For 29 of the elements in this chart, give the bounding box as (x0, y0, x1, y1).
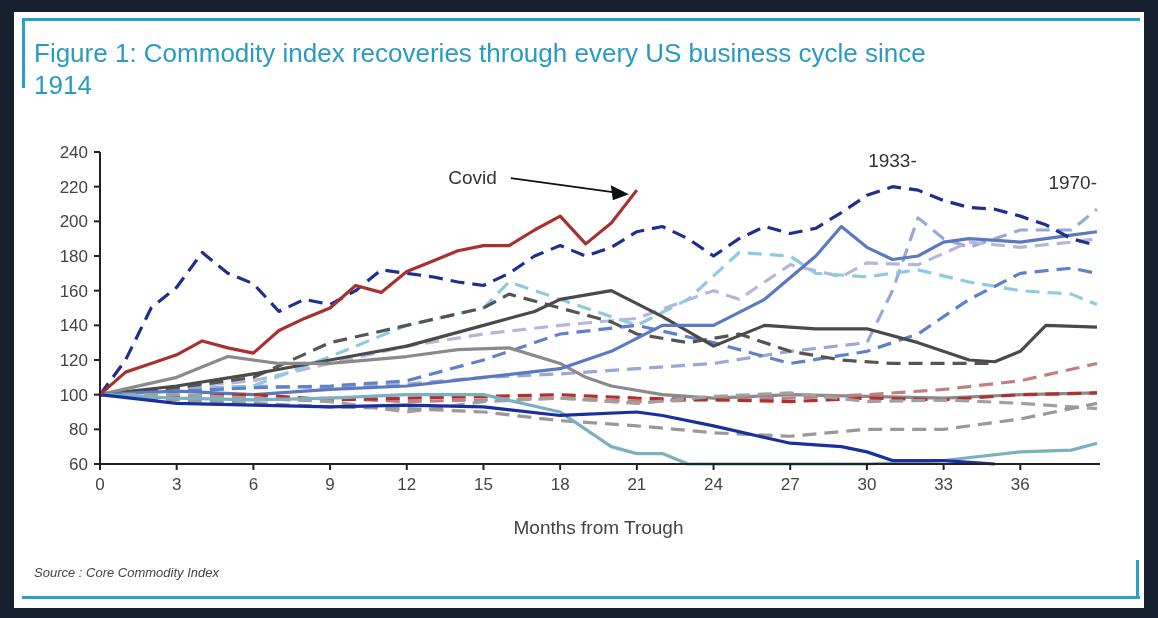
annotation: 1970- (1048, 172, 1097, 194)
y-tick-label: 220 (59, 177, 88, 197)
y-tick-label: 180 (59, 246, 88, 266)
x-tick-label: 21 (627, 475, 647, 494)
x-tick-label: 12 (397, 475, 417, 494)
x-tick-label: 30 (857, 475, 877, 494)
x-tick-label: 27 (780, 475, 800, 494)
x-tick-label: 0 (95, 475, 105, 494)
y-tick-label: 240 (59, 142, 88, 162)
y-tick-label: 60 (69, 454, 88, 474)
y-tick-label: 80 (69, 420, 88, 440)
annotation: 1933- (868, 149, 917, 171)
annotation: Covid (448, 167, 497, 189)
x-tick-label: 6 (248, 475, 259, 494)
x-tick-label: 15 (474, 475, 493, 494)
y-tick-label: 140 (59, 316, 88, 336)
y-tick-label: 200 (59, 212, 88, 232)
source-note: Source : Core Commodity Index (34, 565, 220, 580)
x-tick-label: 33 (934, 475, 954, 494)
y-tick-label: 160 (59, 281, 88, 301)
x-tick-label: 36 (1010, 475, 1030, 494)
x-axis-title: Months from Trough (513, 517, 684, 538)
x-tick-label: 3 (171, 475, 182, 494)
x-tick-label: 9 (325, 475, 335, 494)
chart-title: Figure 1: Commodity index recoveries through every US business cycle since 1914 (34, 38, 926, 100)
x-tick-label: 18 (550, 475, 570, 494)
y-tick-label: 100 (59, 385, 88, 405)
y-tick-label: 120 (59, 350, 88, 370)
x-tick-label: 24 (704, 475, 723, 494)
